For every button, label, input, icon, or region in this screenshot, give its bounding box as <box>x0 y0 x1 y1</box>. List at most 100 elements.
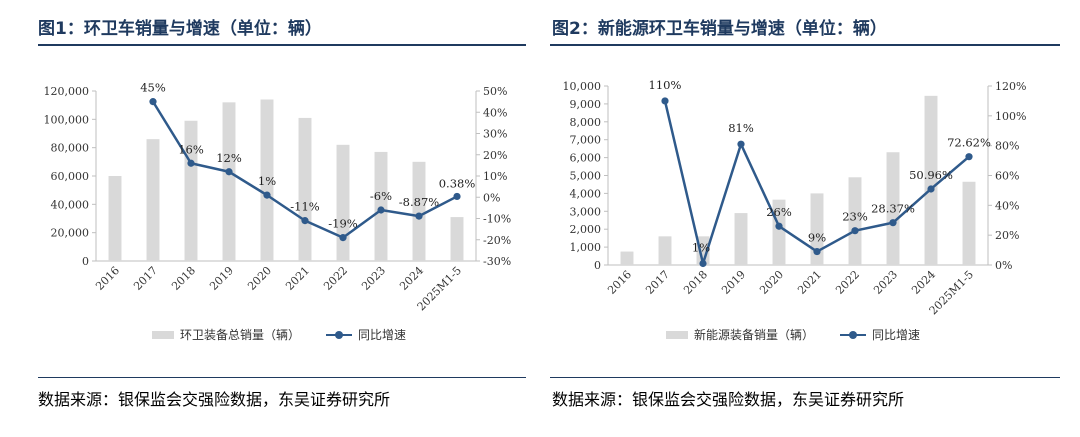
legend-bar-swatch <box>666 330 688 339</box>
growth-point-2023 <box>889 219 897 227</box>
x-tick-label: 2022 <box>833 268 862 297</box>
left-tick-label: 5,000 <box>570 170 602 183</box>
bar-2021 <box>298 117 312 262</box>
legend-line-marker <box>840 330 867 339</box>
bar-2016 <box>108 176 122 261</box>
x-tick-label: 2018 <box>681 268 710 297</box>
bar-2017 <box>146 139 160 261</box>
x-tick-label: 2024 <box>909 268 938 297</box>
x-tick-label: 2022 <box>321 264 350 293</box>
growth-point-2018 <box>187 159 195 167</box>
left-tick-label: 4,000 <box>570 187 602 200</box>
right-tick-label: 0% <box>995 259 1012 272</box>
bar-2017 <box>658 236 672 265</box>
growth-label-2021: -11% <box>290 200 320 214</box>
figure-1-source-rule <box>38 377 526 378</box>
growth-label-2023: -6% <box>370 189 392 203</box>
left-tick-label: 80,000 <box>51 142 90 155</box>
left-tick-label: 40,000 <box>51 198 90 211</box>
figure-1-title-rule <box>38 44 526 46</box>
bar-2019 <box>222 102 236 261</box>
bar-2025M1-5 <box>450 217 464 261</box>
right-tick-label: -20% <box>483 234 511 247</box>
left-tick-label: 2,000 <box>570 223 602 236</box>
right-tick-label: 40% <box>995 199 1019 212</box>
growth-point-2023 <box>377 206 385 214</box>
x-tick-label: 2021 <box>283 264 312 293</box>
left-tick-label: 120,000 <box>44 85 90 98</box>
growth-point-2017 <box>149 98 157 106</box>
x-tick-label: 2020 <box>245 264 274 293</box>
x-tick-label: 2016 <box>93 264 122 293</box>
growth-point-2020 <box>775 222 783 230</box>
growth-point-2021 <box>813 247 821 256</box>
figure-2-source: 数据来源：银保监会交强险数据，东吴证券研究所 <box>552 390 905 409</box>
figure-2-panel: 图2：新能源环卫车销量与增速（单位：辆） 0 1,000 2,000 3,000 4,0… <box>540 0 1070 437</box>
growth-point-2024 <box>927 185 935 193</box>
right-tick-label: 20% <box>995 229 1019 242</box>
left-tick-label: 60,000 <box>51 170 90 183</box>
bar-2021 <box>810 193 824 265</box>
growth-label-2024: -8.87% <box>399 195 439 209</box>
bar-2018 <box>696 236 710 265</box>
growth-label-2025M1-5: 0.38% <box>439 176 476 190</box>
growth-label-2022: 23% <box>842 210 868 224</box>
growth-label-2017: 45% <box>140 81 166 95</box>
x-tick-label: 2017 <box>131 264 160 293</box>
right-tick-label: 10% <box>483 170 507 183</box>
legend-line-marker <box>326 330 353 339</box>
legend-item-bars: 新能源装备销量（辆） <box>666 326 814 343</box>
legend-line-label: 同比增速 <box>872 328 921 342</box>
growth-label-2017: 110% <box>649 78 682 92</box>
x-tick-label: 2019 <box>719 268 748 297</box>
growth-point-2022 <box>339 234 347 242</box>
left-tick-label: 20,000 <box>51 227 90 240</box>
growth-point-2024 <box>415 212 423 220</box>
bar-2025M1-5 <box>962 181 976 265</box>
right-tick-label: 50% <box>483 85 507 98</box>
figure-1-title: 图1：环卫车销量与增速（单位：辆） <box>38 19 322 39</box>
figure-2-legend: 新能源装备销量（辆） 同比增速 <box>666 326 946 343</box>
x-tick-label: 2023 <box>871 268 900 297</box>
legend-bar-label: 新能源装备销量（辆） <box>694 328 815 342</box>
right-tick-label: 40% <box>483 106 507 119</box>
left-tick-label: 8,000 <box>570 116 602 129</box>
right-tick-label: 60% <box>995 170 1019 183</box>
growth-label-2022: -19% <box>328 217 358 231</box>
legend-item-line: 同比增速 <box>840 326 920 343</box>
x-tick-label: 2019 <box>207 264 236 293</box>
left-tick-label: 0 <box>594 259 601 272</box>
growth-point-2017 <box>661 97 669 105</box>
x-tick-label: 2020 <box>757 268 786 297</box>
figure-1-chart: 0 20,000 40,000 60,000 80,000 100,000 120,000 -… <box>44 81 512 314</box>
growth-point-2021 <box>301 217 309 225</box>
x-tick-label: 2021 <box>795 268 824 297</box>
bar-2022 <box>848 177 862 265</box>
growth-label-2018: 1% <box>692 241 710 255</box>
growth-label-2020: 26% <box>766 205 792 219</box>
growth-point-2022 <box>851 227 859 235</box>
legend-bar-swatch <box>152 330 174 339</box>
bar-2024 <box>924 95 938 265</box>
growth-point-2018 <box>699 259 707 268</box>
growth-point-2025M1-5 <box>453 192 461 201</box>
x-tick-label: 2017 <box>643 268 672 297</box>
legend-item-line: 同比增速 <box>326 326 406 343</box>
right-tick-label: 100% <box>995 110 1026 123</box>
right-tick-label: 30% <box>483 128 507 141</box>
figure-2-chart: 0 1,000 2,000 3,000 4,000 5,000 6,000 7,000 8,00… <box>563 78 1027 317</box>
growth-point-2025M1-5 <box>965 153 973 161</box>
left-tick-label: 9,000 <box>570 98 602 111</box>
figure-1-panel: 图1：环卫车销量与增速（单位：辆） 0 20,000 40,000 60,000 80,… <box>0 0 530 437</box>
figure-1-legend: 环卫装备总销量（辆） 同比增速 <box>152 326 432 343</box>
x-tick-label: 2016 <box>605 268 634 297</box>
legend-item-bars: 环卫装备总销量（辆） <box>152 326 300 343</box>
right-tick-label: 0% <box>483 191 500 204</box>
bar-2020 <box>772 199 786 265</box>
growth-label-2018: 16% <box>178 142 204 156</box>
right-tick-label: 80% <box>995 140 1019 153</box>
figure-2-title: 图2：新能源环卫车销量与增速（单位：辆） <box>552 19 887 39</box>
left-tick-label: 7,000 <box>570 134 602 147</box>
bar-2024 <box>412 161 426 261</box>
growth-label-2024: 50.96% <box>909 168 953 182</box>
